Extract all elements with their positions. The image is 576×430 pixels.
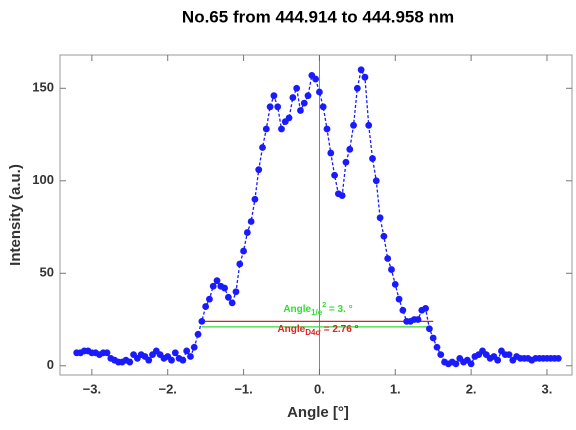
plot-frame	[59, 54, 573, 376]
annotation-suffix: = 2.76 °	[321, 324, 359, 335]
data-point	[372, 177, 380, 185]
data-point	[319, 103, 327, 111]
data-point	[494, 356, 502, 364]
data-point	[251, 195, 259, 203]
data-point	[266, 103, 274, 111]
x-axis-label: Angle [°]	[287, 404, 349, 421]
annotation-superscript: 2	[322, 302, 326, 309]
data-point	[255, 166, 263, 174]
data-point	[323, 125, 331, 133]
data-point	[505, 351, 513, 359]
data-point	[346, 145, 354, 153]
annotation: AngleD4σ = 2.76 °	[277, 324, 358, 337]
data-point	[429, 334, 437, 342]
data-point	[388, 266, 395, 273]
data-point	[293, 84, 301, 92]
x-tick-label: −2.	[158, 381, 176, 396]
data-point	[224, 293, 232, 301]
data-point	[342, 158, 350, 166]
data-point	[437, 351, 445, 359]
series-line	[76, 67, 559, 365]
annotation-text: Angle	[283, 304, 311, 315]
data-point	[384, 255, 392, 262]
x-tick-label: 0.	[314, 381, 325, 396]
data-point	[206, 295, 213, 303]
data-point	[202, 303, 210, 310]
annotation-subscript: 1/e	[311, 308, 323, 317]
x-tick-label: 1.	[390, 381, 401, 396]
y-tick-label: 50	[40, 265, 54, 280]
data-point	[187, 353, 194, 360]
data-point	[331, 171, 338, 179]
data-point	[300, 99, 308, 107]
data-point	[316, 88, 323, 96]
data-point	[369, 155, 376, 162]
data-point	[171, 349, 179, 357]
data-point	[391, 280, 399, 288]
chart-title: No.65 from 444.914 to 444.958 nm	[182, 7, 454, 26]
data-point	[361, 73, 369, 81]
data-point	[297, 107, 304, 114]
annotation-text: Angle	[277, 324, 305, 335]
data-point	[183, 347, 191, 355]
data-point	[278, 125, 285, 133]
data-point	[209, 282, 217, 290]
data-point	[365, 121, 373, 129]
data-point	[243, 229, 251, 236]
data-point	[289, 94, 297, 101]
data-point	[554, 354, 562, 362]
data-point	[376, 214, 384, 222]
data-point	[338, 192, 346, 199]
data-point	[274, 103, 282, 111]
data-point	[425, 325, 433, 333]
data-point	[103, 349, 111, 357]
data-point	[399, 306, 407, 314]
data-point	[433, 343, 441, 351]
data-point	[395, 295, 403, 303]
data-point	[422, 305, 430, 312]
data-point	[357, 66, 365, 74]
x-tick-label: 3.	[542, 381, 553, 396]
data-point	[168, 356, 175, 364]
data-point	[312, 75, 320, 83]
data-point	[262, 125, 270, 133]
data-point	[240, 247, 247, 255]
data-point	[194, 330, 202, 338]
data-point	[247, 218, 255, 225]
data-point	[236, 260, 244, 268]
data-point	[126, 358, 134, 366]
data-point	[353, 84, 361, 92]
x-tick-label: −1.	[234, 381, 252, 396]
data-point	[228, 299, 236, 307]
data-point	[414, 316, 422, 323]
data-point	[285, 114, 293, 122]
x-tick-label: 2.	[466, 381, 477, 396]
data-point	[179, 356, 187, 364]
data-point	[145, 356, 153, 364]
annotation-suffix: = 3. °	[326, 304, 353, 315]
data-point	[304, 92, 312, 100]
y-tick-label: 100	[32, 172, 54, 187]
data-point	[350, 121, 357, 129]
data-point	[259, 144, 266, 151]
data-point	[270, 92, 278, 100]
data-point	[327, 149, 335, 157]
annotation-subscript: D4σ	[305, 328, 321, 337]
data-point	[232, 288, 240, 296]
data-point	[380, 232, 388, 240]
annotation: Angle1/e2 = 3. °	[283, 302, 352, 317]
data-point	[190, 343, 198, 351]
y-tick-label: 0	[47, 357, 54, 372]
data-point	[198, 317, 206, 325]
data-point	[221, 284, 228, 292]
y-axis-label: Intensity (a.u.)	[7, 164, 24, 266]
y-tick-label: 150	[32, 80, 54, 95]
x-tick-label: −3.	[83, 381, 101, 396]
data-point	[452, 360, 460, 368]
data-point	[467, 360, 475, 368]
data-point	[213, 277, 221, 285]
